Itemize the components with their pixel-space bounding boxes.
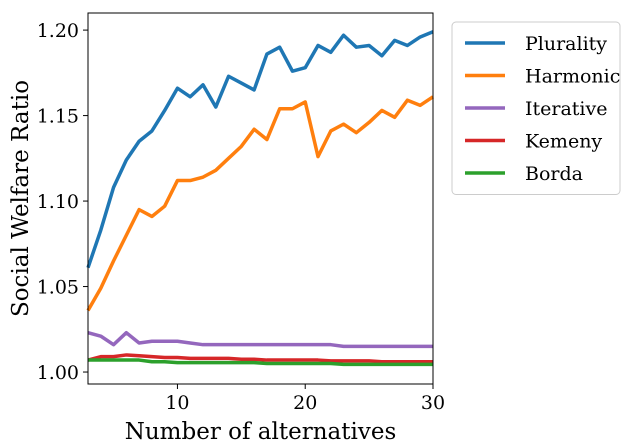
series-line-plurality — [86, 30, 434, 269]
x-axis-label: Number of alternatives — [125, 419, 397, 441]
legend: Plurality Harmonic Iterative Kemeny Borda — [451, 21, 621, 195]
x-tick-label: 10 — [165, 392, 189, 414]
series-line-iterative — [87, 330, 433, 349]
y-axis-ticks: 1.00 1.05 1.10 1.15 1.20 — [37, 20, 88, 384]
plot-area-frame — [87, 12, 434, 385]
legend-label-iterative: Iterative — [525, 98, 608, 120]
y-tick-label: 1.15 — [37, 106, 79, 128]
series-line-harmonic — [86, 95, 434, 312]
legend-label-kemeny: Kemeny — [525, 131, 602, 153]
series-line-kemeny — [87, 353, 433, 364]
legend-box — [451, 21, 621, 195]
y-tick-label: 1.10 — [37, 191, 79, 213]
x-tick-label: 30 — [421, 392, 445, 414]
y-tick-label: 1.20 — [37, 20, 79, 42]
y-tick-label: 1.05 — [37, 277, 79, 299]
x-tick-label: 20 — [293, 392, 317, 414]
legend-label-borda: Borda — [525, 163, 583, 185]
series-layer — [86, 30, 434, 367]
legend-label-harmonic: Harmonic — [525, 66, 620, 88]
series-line-borda — [88, 358, 433, 367]
x-axis-ticks: 10 20 30 — [165, 384, 445, 414]
y-axis-label: Social Welfare Ratio — [8, 80, 34, 317]
y-tick-label: 1.00 — [37, 362, 79, 384]
legend-label-plurality: Plurality — [525, 33, 607, 55]
